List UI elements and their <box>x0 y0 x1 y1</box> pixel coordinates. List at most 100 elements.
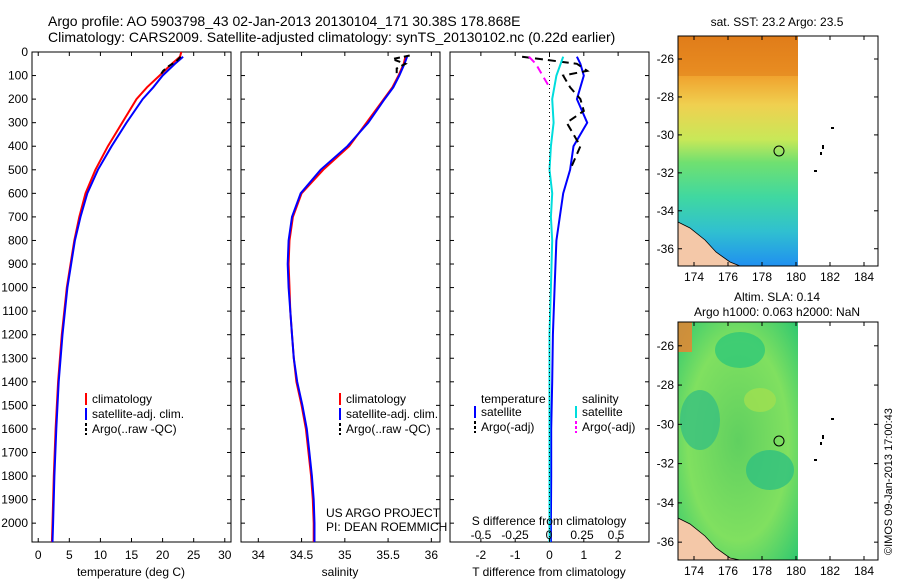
x-tick-label: 5 <box>66 548 73 562</box>
lat-tick-label: -32 <box>657 457 675 471</box>
lon-tick-label: 184 <box>854 270 874 284</box>
legend-label: Argo(-adj) <box>582 420 635 434</box>
y-tick-label: 1500 <box>1 398 28 412</box>
y-tick-label: 900 <box>8 257 28 271</box>
s-tick: 0.5 <box>608 528 625 542</box>
salinity-series <box>286 54 410 542</box>
lon-tick-label: 174 <box>684 564 704 578</box>
island <box>831 127 834 129</box>
series-line-t-satellite <box>549 56 589 542</box>
sla-eddy <box>746 450 794 490</box>
y-tick-label: 100 <box>8 69 28 83</box>
salinity-panel <box>240 51 441 543</box>
y-tick-label: 0 <box>21 45 28 59</box>
sst-map-title: sat. SST: 23.2 Argo: 23.5 <box>711 15 844 29</box>
island <box>814 459 817 461</box>
s-tick: -0.25 <box>501 528 529 542</box>
x-tick-label: 0 <box>35 548 42 562</box>
x-tick-label: 2 <box>615 548 622 562</box>
lon-tick-label: 182 <box>820 270 840 284</box>
y-tick-label: 1700 <box>1 445 28 459</box>
lon-tick-label: 178 <box>752 270 772 284</box>
y-tick-label: 1400 <box>1 375 28 389</box>
legend-label: Argo(..raw -QC) <box>346 422 431 436</box>
s-diff-ticks: -0.5 -0.25 0 0.25 0.5 <box>471 528 625 542</box>
x-tick-label: 34.5 <box>290 548 314 562</box>
x-tick-label: 36 <box>425 548 439 562</box>
lon-tick-label: 174 <box>684 270 704 284</box>
y-tick-label: 500 <box>8 163 28 177</box>
temperature-legend: climatology satellite-adj. clim. Argo(..… <box>85 392 184 436</box>
x-tick-label: 20 <box>156 548 170 562</box>
sla-argo-location <box>773 435 785 447</box>
lat-tick-label: -32 <box>657 166 675 180</box>
s-tick: 0 <box>546 528 553 542</box>
series-line-satellite-adj-clim- <box>51 55 184 543</box>
sla-eddy <box>715 332 765 368</box>
title-line2: Climatology: CARS2009. Satellite-adjuste… <box>48 29 615 45</box>
x-tick-label: 34 <box>252 548 266 562</box>
island <box>814 170 817 172</box>
y-tick-label: 1600 <box>1 422 28 436</box>
lat-tick-label: -30 <box>657 417 675 431</box>
island <box>822 145 824 149</box>
y-tick-label: 300 <box>8 116 28 130</box>
sla-eddy <box>680 390 720 450</box>
lon-tick-label: 180 <box>786 564 806 578</box>
y-tick-label: 1000 <box>1 281 28 295</box>
temperature-panel <box>31 51 232 543</box>
lat-tick-label: -26 <box>657 339 675 353</box>
x-tick-label: 10 <box>94 548 108 562</box>
lat-tick-label: -28 <box>657 90 675 104</box>
series-line-argo-raw-qc- <box>388 54 410 76</box>
lon-tick-label: 180 <box>786 270 806 284</box>
y-tick-label: 1900 <box>1 493 28 507</box>
x-tick-label: 30 <box>218 548 232 562</box>
sst-map-axes: -26 -28 -30 -32 -34 -36 174 176 178 180 182 184 <box>657 36 878 284</box>
temperature-series <box>50 51 184 543</box>
x-tick-label: 0 <box>546 548 553 562</box>
legend-label: Argo(..raw -QC) <box>92 422 177 436</box>
s-diff-xlabel: S difference from climatology <box>472 514 627 528</box>
x-tick-label: -1 <box>510 548 521 562</box>
y-tick-label: 800 <box>8 233 28 247</box>
legend-label: satellite <box>481 405 522 419</box>
y-tick-label: 1200 <box>1 328 28 342</box>
salinity-xlabel: salinity <box>322 565 359 579</box>
series-line-satellite-adj-clim- <box>286 56 409 542</box>
lon-tick-label: 182 <box>820 564 840 578</box>
lon-tick-label: 178 <box>752 564 772 578</box>
depth-axis: 0 100 200 300 400 500 600 700 800 900 1000 1100 1200… <box>1 45 649 530</box>
y-tick-label: 400 <box>8 139 28 153</box>
temperature-xlabel: temperature (deg C) <box>77 565 185 579</box>
legend-label: satellite-adj. clim. <box>346 407 438 421</box>
y-tick-label: 1100 <box>2 304 28 318</box>
sst-argo-location <box>773 145 785 157</box>
island <box>822 435 824 439</box>
s-tick: -0.5 <box>471 528 492 542</box>
series-line-s-argo-adj- <box>528 56 551 88</box>
x-tick-label: 35 <box>338 548 352 562</box>
x-axes: 0 5 10 15 20 25 30 34 34.5 35 35.5 36 -2 -1 0 1 2 <box>35 52 622 562</box>
sla-map-title-1: Altim. SLA: 0.14 <box>734 290 820 304</box>
legend-label: satellite-adj. clim. <box>92 407 184 421</box>
x-tick-label: 35.5 <box>376 548 400 562</box>
lat-tick-label: -36 <box>657 242 675 256</box>
lon-tick-label: 176 <box>718 564 738 578</box>
lat-tick-label: -34 <box>657 204 675 218</box>
title-line1: Argo profile: AO 5903798_43 02-Jan-2013 … <box>48 13 521 29</box>
sla-map-frame <box>677 321 879 561</box>
lon-tick-label: 184 <box>854 564 874 578</box>
series-line-argo-raw-qc- <box>159 56 182 77</box>
sla-map-title-2: Argo h1000: 0.063 h2000: NaN <box>694 305 860 319</box>
sla-map-axes: -26 -28 -30 -32 -34 -36 174 176 178 180 182 184 <box>657 322 878 578</box>
lat-tick-label: -26 <box>657 52 675 66</box>
sla-islands <box>814 418 834 461</box>
y-tick-label: 1800 <box>1 469 28 483</box>
x-tick-label: 25 <box>187 548 201 562</box>
lat-tick-label: -34 <box>657 496 675 510</box>
lat-tick-label: -36 <box>657 535 675 549</box>
y-tick-label: 600 <box>8 186 28 200</box>
legend-label: climatology <box>346 392 406 406</box>
